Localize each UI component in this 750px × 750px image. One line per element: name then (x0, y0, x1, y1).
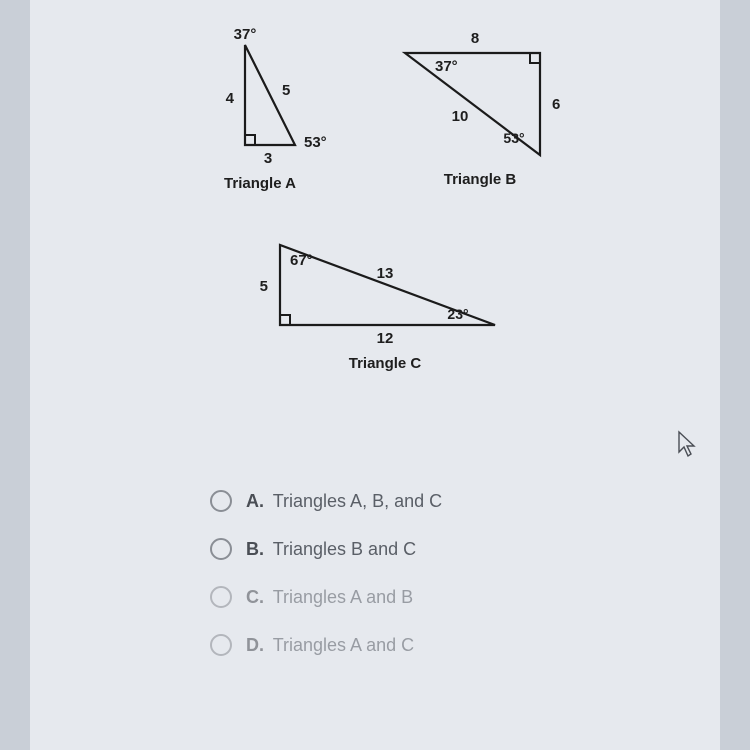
option-letter: D. (246, 635, 264, 655)
option-text: B. Triangles B and C (246, 539, 416, 560)
triangle-c: 5 67° 13 23° 12 Triangle C (240, 225, 530, 372)
option-label: Triangles A and C (273, 635, 414, 655)
tri-c-side-left: 5 (260, 278, 268, 295)
triangle-a-svg: 37° 4 5 53° 3 (190, 25, 330, 175)
tri-c-angle-br: 23° (447, 306, 468, 322)
tri-a-angle-top: 37° (234, 26, 257, 43)
option-c[interactable]: C. Triangles A and B (210, 586, 630, 608)
option-b[interactable]: B. Triangles B and C (210, 538, 630, 560)
triangle-b-svg: 8 37° 10 53° 6 (380, 25, 580, 175)
option-text: A. Triangles A, B, and C (246, 491, 442, 512)
tri-a-angle-br: 53° (304, 134, 327, 151)
triangle-a: 37° 4 5 53° 3 Triangle A (190, 25, 330, 192)
tri-b-side-right: 6 (552, 96, 560, 113)
triangle-b: 8 37° 10 53° 6 Triangle B (380, 25, 580, 188)
tri-c-angle-tl: 67° (290, 252, 313, 269)
tri-a-side-hyp: 5 (282, 82, 290, 99)
tri-b-side-top: 8 (471, 30, 479, 47)
triangle-b-caption: Triangle B (380, 171, 580, 188)
option-letter: A. (246, 491, 264, 511)
option-label: Triangles A, B, and C (273, 491, 442, 511)
radio-icon[interactable] (210, 586, 232, 608)
page-surface: 37° 4 5 53° 3 Triangle A 8 37° 10 53° 6 … (30, 0, 720, 750)
radio-icon[interactable] (210, 634, 232, 656)
option-d[interactable]: D. Triangles A and C (210, 634, 630, 656)
tri-b-angle-tl: 37° (435, 58, 458, 75)
option-letter: B. (246, 539, 264, 559)
option-letter: C. (246, 587, 264, 607)
option-label: Triangles A and B (273, 587, 413, 607)
option-a[interactable]: A. Triangles A, B, and C (210, 490, 630, 512)
option-text: D. Triangles A and C (246, 635, 414, 656)
triangle-a-caption: Triangle A (190, 175, 330, 192)
tri-c-side-bottom: 12 (377, 330, 394, 347)
tri-a-side-bottom: 3 (264, 150, 272, 167)
tri-b-angle-br: 53° (503, 130, 524, 146)
option-text: C. Triangles A and B (246, 587, 413, 608)
tri-c-side-hyp: 13 (377, 265, 394, 282)
tri-b-side-hyp: 10 (452, 108, 469, 125)
radio-icon[interactable] (210, 490, 232, 512)
diagram-area: 37° 4 5 53° 3 Triangle A 8 37° 10 53° 6 … (150, 25, 650, 385)
tri-a-side-left: 4 (226, 90, 235, 107)
triangle-c-caption: Triangle C (240, 355, 530, 372)
radio-icon[interactable] (210, 538, 232, 560)
triangle-c-svg: 5 67° 13 23° 12 (240, 225, 530, 355)
cursor-icon (676, 430, 698, 458)
answer-list: A. Triangles A, B, and C B. Triangles B … (210, 490, 630, 682)
option-label: Triangles B and C (273, 539, 416, 559)
